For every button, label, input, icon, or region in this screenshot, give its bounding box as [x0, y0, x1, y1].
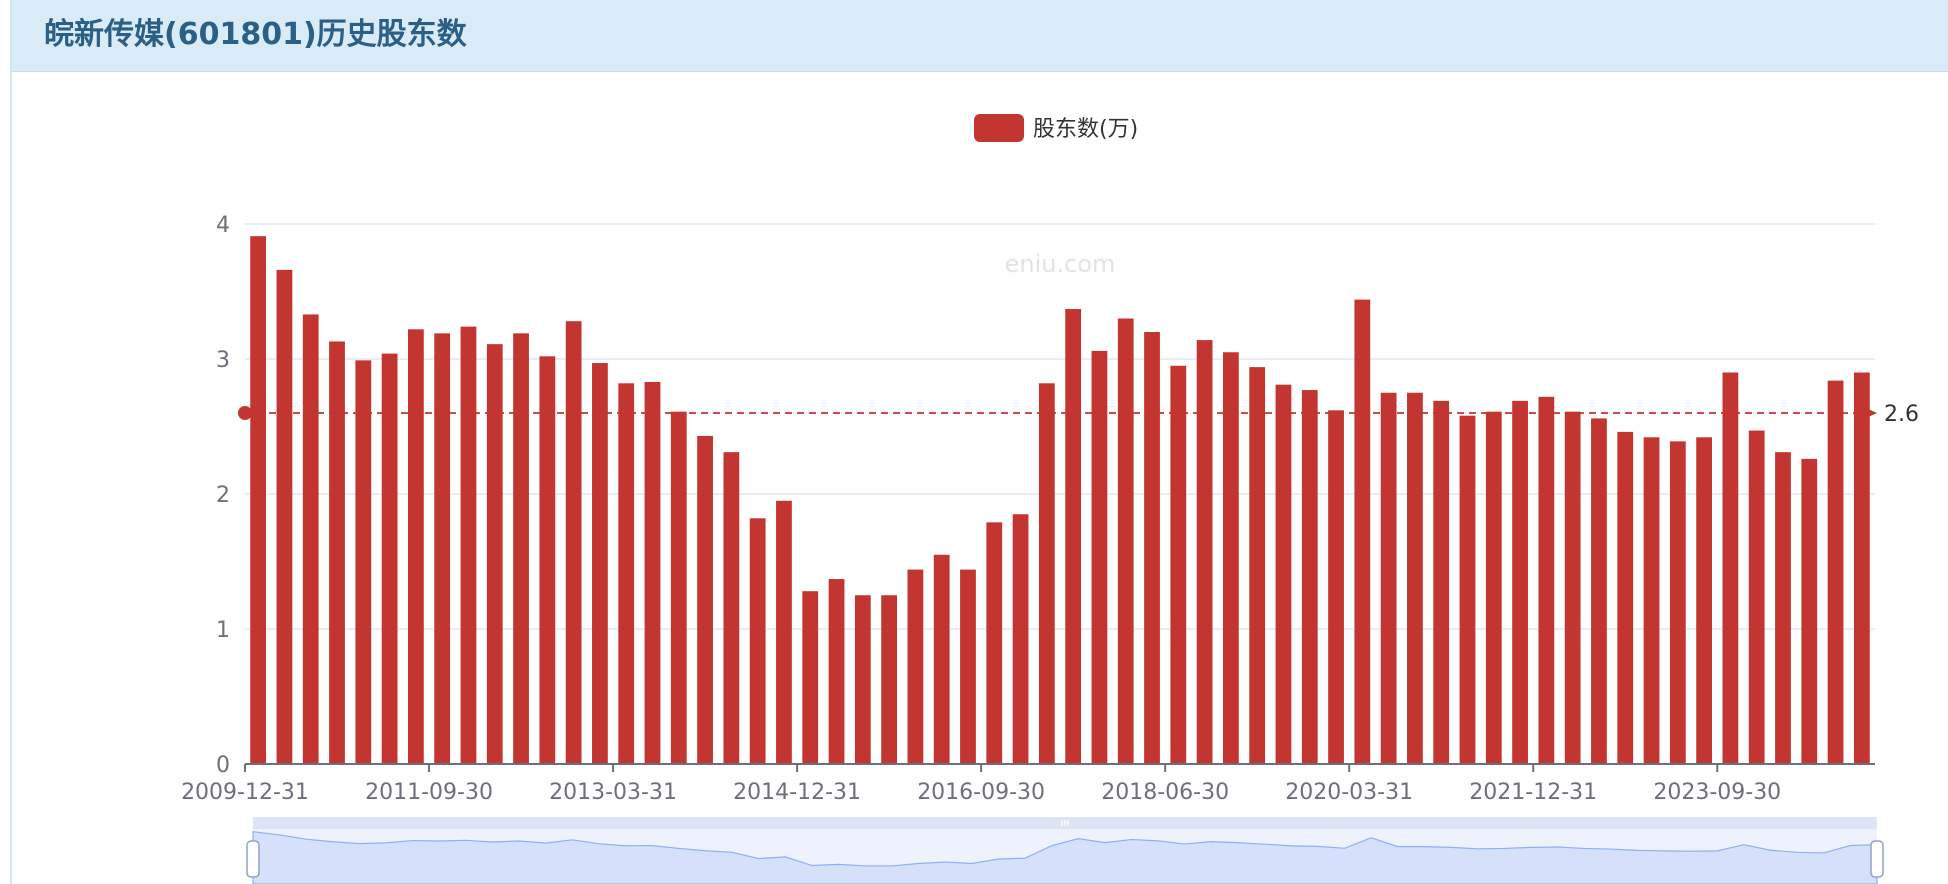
page-title: 皖新传媒(601801)历史股东数 [44, 17, 467, 52]
legend-label[interactable]: 股东数(万) [1033, 117, 1138, 142]
bar[interactable] [854, 595, 871, 764]
bar[interactable] [1301, 390, 1318, 764]
bar[interactable] [828, 579, 845, 764]
bar[interactable] [1722, 372, 1739, 765]
y-tick-label: 0 [216, 753, 230, 778]
bar[interactable] [776, 500, 792, 764]
bar[interactable] [1249, 367, 1266, 764]
bar[interactable] [881, 595, 897, 764]
bar[interactable] [486, 344, 503, 764]
bar[interactable] [1669, 441, 1686, 764]
bar[interactable] [1012, 514, 1029, 764]
bar[interactable] [1853, 372, 1870, 765]
bar[interactable] [697, 435, 713, 764]
x-tick-label: 2009-12-31 [181, 780, 309, 805]
bar[interactable] [1564, 411, 1581, 764]
bar[interactable] [1801, 458, 1818, 764]
bar[interactable] [1643, 437, 1660, 764]
bar[interactable] [408, 329, 424, 764]
bar[interactable] [1354, 299, 1371, 764]
bar[interactable] [302, 314, 319, 764]
bar[interactable] [460, 326, 477, 764]
panel-header: 皖新传媒(601801)历史股东数 [12, 0, 1948, 72]
bar[interactable] [1512, 400, 1528, 764]
bar[interactable] [1433, 400, 1450, 764]
bar[interactable] [513, 333, 529, 764]
x-tick-label: 2016-09-30 [917, 780, 1045, 805]
bar[interactable] [618, 383, 635, 764]
bar[interactable] [1591, 418, 1607, 764]
bar[interactable] [1275, 384, 1292, 764]
bar[interactable] [381, 353, 398, 764]
bar[interactable] [1459, 415, 1476, 764]
y-tick-label: 1 [216, 618, 230, 643]
bar[interactable] [1196, 340, 1213, 764]
chart-legend[interactable]: 股东数(万) [974, 114, 1138, 142]
x-tick-label: 2014-12-31 [733, 780, 861, 805]
legend-swatch[interactable] [974, 114, 1024, 142]
bar[interactable] [802, 591, 819, 764]
bar[interactable] [250, 236, 267, 764]
bar[interactable] [1144, 332, 1160, 764]
y-tick-label: 4 [216, 213, 230, 238]
bar[interactable] [723, 452, 740, 764]
bar[interactable] [1538, 396, 1555, 764]
bar[interactable] [1038, 383, 1055, 764]
x-tick-label: 2023-09-30 [1653, 780, 1781, 805]
bar[interactable] [1407, 392, 1423, 764]
bar[interactable] [1827, 380, 1844, 764]
bar[interactable] [329, 341, 345, 764]
bar[interactable] [276, 269, 293, 764]
bar[interactable] [1091, 350, 1108, 764]
x-tick-label: 2020-03-31 [1285, 780, 1413, 805]
bar[interactable] [539, 356, 556, 764]
bar[interactable] [1775, 452, 1791, 764]
bar[interactable] [1696, 437, 1712, 764]
bar[interactable] [907, 569, 924, 764]
average-line-label: 2.6 [1884, 402, 1919, 427]
bar[interactable] [1748, 430, 1765, 764]
bar[interactable] [592, 363, 608, 764]
bar[interactable] [1485, 411, 1502, 764]
bar[interactable] [434, 333, 451, 764]
bar[interactable] [933, 554, 950, 764]
y-tick-label: 2 [216, 483, 230, 508]
x-tick-label: 2013-03-31 [549, 780, 677, 805]
bar[interactable] [1328, 410, 1344, 764]
average-line-start-dot [238, 406, 252, 420]
bar[interactable] [1223, 352, 1239, 764]
bar[interactable] [1617, 431, 1634, 764]
bar[interactable] [1170, 365, 1187, 764]
bar[interactable] [644, 381, 661, 764]
bar[interactable] [355, 360, 372, 764]
bar[interactable] [960, 569, 976, 764]
bar[interactable] [670, 411, 687, 764]
bar[interactable] [1065, 309, 1082, 764]
bar[interactable] [1117, 318, 1134, 765]
average-line-arrow [1857, 404, 1877, 422]
x-tick-label: 2011-09-30 [365, 780, 493, 805]
bar[interactable] [986, 522, 1003, 764]
zoom-preview-area [252, 831, 1878, 884]
zoom-start-handle[interactable] [246, 840, 260, 878]
bar[interactable] [565, 321, 582, 764]
x-tick-label: 2018-06-30 [1101, 780, 1229, 805]
bar[interactable] [1380, 392, 1397, 764]
bar[interactable] [749, 518, 766, 764]
watermark: eniu.com [1005, 250, 1116, 278]
zoom-end-handle[interactable] [1870, 840, 1884, 878]
y-tick-label: 3 [216, 348, 230, 373]
x-tick-label: 2021-12-31 [1469, 780, 1597, 805]
